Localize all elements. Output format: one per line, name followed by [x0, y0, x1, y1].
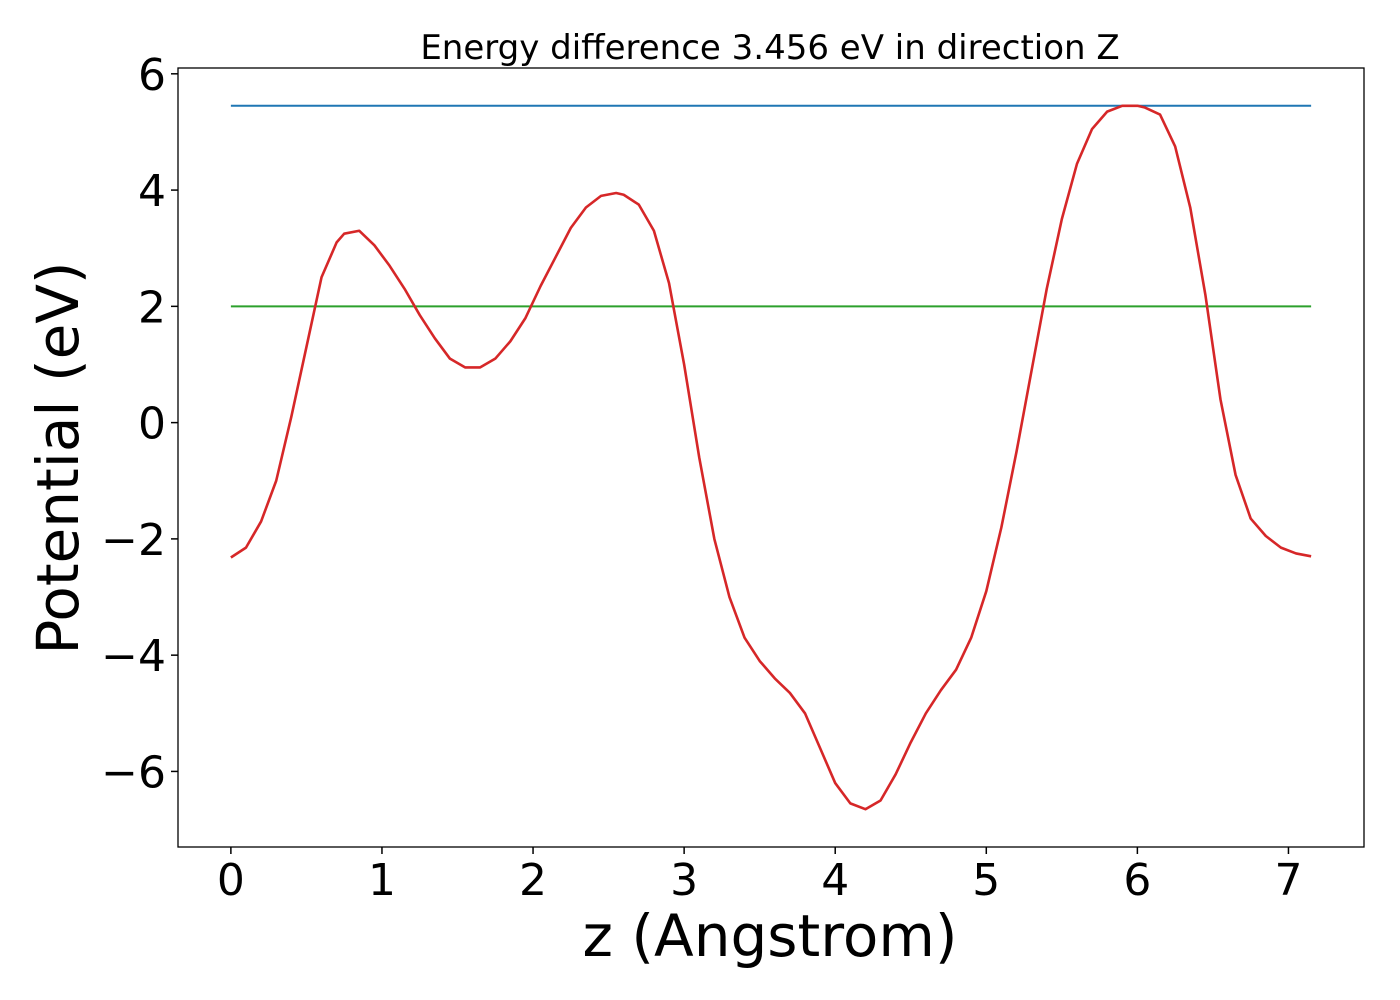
x-tick-label: 0 — [217, 855, 245, 906]
y-tick-label: 6 — [138, 50, 166, 101]
y-tick-label: −6 — [101, 747, 166, 798]
plot-area — [177, 67, 1365, 848]
x-tick-label: 7 — [1274, 855, 1302, 906]
chart-title: Energy difference 3.456 eV in direction … — [420, 28, 1119, 68]
y-axis-label: Potential (eV) — [24, 261, 92, 654]
y-axis: −6 −4 −2 0 2 4 6 — [101, 50, 178, 798]
y-tick-label: −4 — [101, 631, 166, 682]
x-tick-label: 5 — [972, 855, 1000, 906]
axes-frame — [177, 67, 1365, 848]
x-tick-label: 1 — [368, 855, 396, 906]
series-line-0 — [230, 104, 1312, 811]
y-tick-label: −2 — [101, 515, 166, 566]
series-layer — [230, 104, 1312, 811]
x-tick-label: 4 — [821, 855, 849, 906]
x-tick-label: 2 — [519, 855, 547, 906]
y-tick-label: 4 — [138, 166, 166, 217]
y-tick-label: 0 — [138, 399, 166, 450]
x-axis-label: z (Angstrom) — [583, 902, 958, 970]
x-axis: 0 1 2 3 4 5 6 7 — [217, 847, 1302, 906]
y-tick-label: 2 — [138, 282, 166, 333]
x-tick-label: 6 — [1123, 855, 1151, 906]
x-tick-label: 3 — [670, 855, 698, 906]
